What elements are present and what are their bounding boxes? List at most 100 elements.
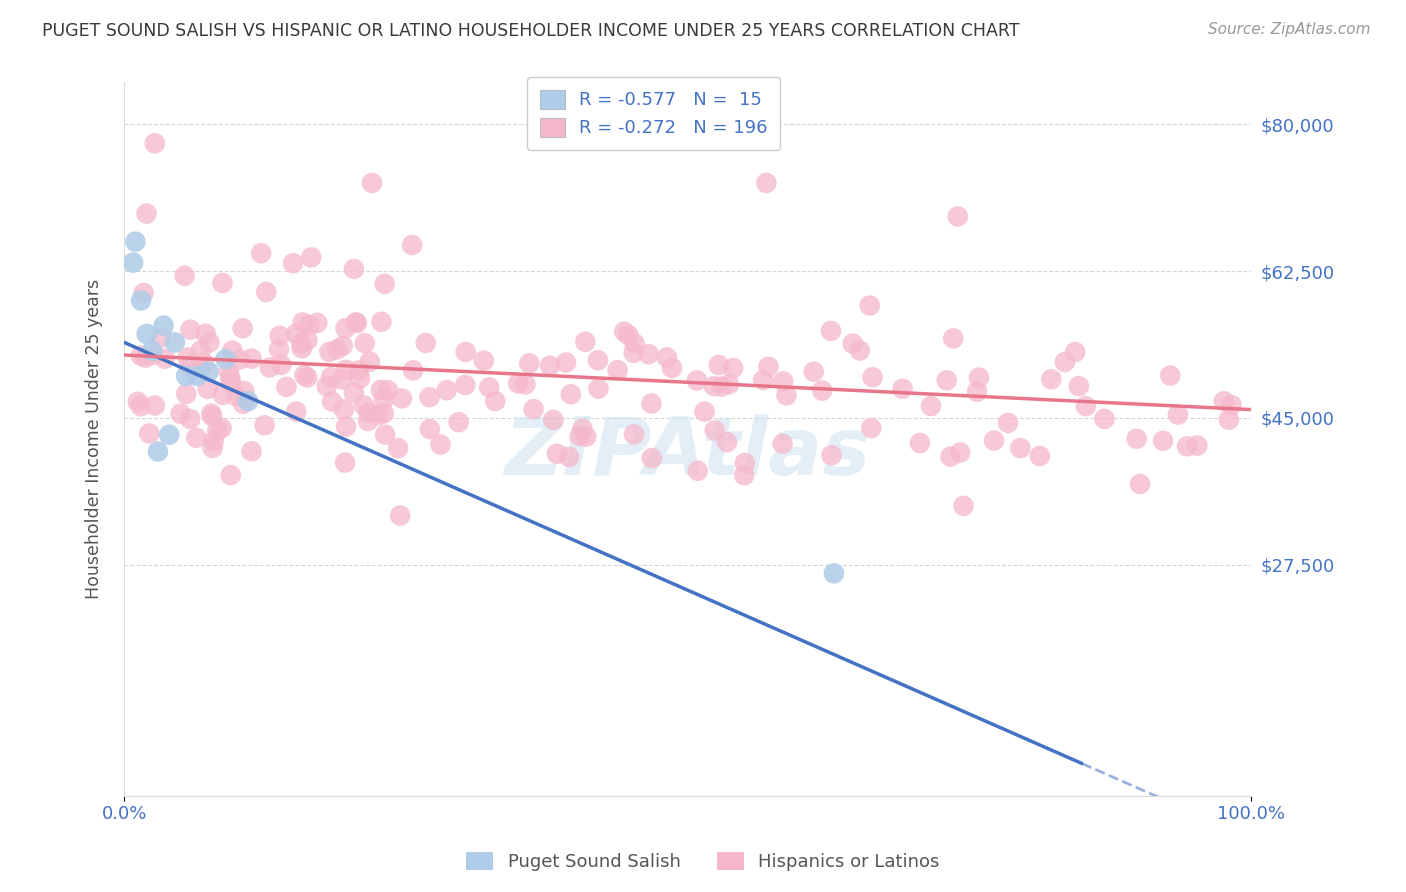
Point (344, 315, 367, 329)
Point (157, 427, 180, 442)
Point (508, 376, 530, 391)
Point (703, 379, 725, 393)
Point (811, 384, 834, 398)
Text: Source: ZipAtlas.com: Source: ZipAtlas.com (1208, 22, 1371, 37)
Point (186, 369, 208, 384)
Point (586, 353, 609, 368)
Point (429, 437, 451, 451)
Point (124, 235, 146, 249)
Point (693, 404, 716, 418)
Point (402, 363, 425, 377)
Point (169, 407, 191, 421)
Point (138, 426, 160, 441)
Point (637, 347, 659, 361)
Point (299, 251, 322, 265)
Point (343, 385, 366, 400)
Point (343, 261, 366, 276)
Point (254, 285, 277, 299)
Point (1187, 439, 1209, 453)
Point (859, 299, 882, 313)
Point (703, 424, 725, 438)
Point (1218, 413, 1240, 427)
Point (418, 390, 440, 404)
Point (942, 331, 965, 345)
Point (298, 318, 321, 332)
Point (1159, 368, 1181, 383)
Point (190, 361, 212, 376)
Point (221, 343, 243, 358)
Point (163, 335, 186, 350)
Point (758, 359, 780, 374)
Point (129, 399, 152, 413)
Point (297, 370, 319, 384)
Point (135, 326, 157, 341)
Point (211, 276, 233, 290)
Point (1152, 434, 1174, 448)
Point (1175, 439, 1198, 453)
Point (558, 450, 581, 464)
Point (333, 456, 356, 470)
Point (132, 285, 155, 300)
Point (250, 246, 273, 260)
Point (228, 352, 250, 367)
Point (716, 435, 738, 450)
Point (347, 363, 370, 377)
Point (1053, 355, 1076, 369)
Point (218, 364, 240, 378)
Point (201, 441, 224, 455)
Point (211, 421, 233, 435)
Point (332, 339, 354, 353)
Point (129, 349, 152, 363)
Point (772, 375, 794, 389)
Point (285, 404, 308, 418)
Point (374, 427, 396, 442)
Point (952, 499, 974, 513)
Point (233, 384, 256, 398)
Point (623, 336, 645, 351)
Y-axis label: Householder Income Under 25 years: Householder Income Under 25 years (86, 279, 103, 599)
Point (546, 447, 568, 461)
Point (617, 328, 640, 343)
Point (949, 445, 972, 459)
Point (370, 315, 392, 329)
Point (478, 380, 501, 394)
Point (143, 136, 166, 151)
Point (297, 333, 319, 347)
Point (176, 351, 198, 365)
Point (849, 343, 872, 358)
Point (141, 343, 163, 358)
Point (225, 389, 247, 403)
Point (515, 377, 537, 392)
Point (967, 370, 990, 384)
Point (387, 441, 409, 455)
Point (623, 427, 645, 442)
Point (214, 352, 236, 367)
Point (285, 326, 308, 341)
Point (335, 363, 357, 377)
Legend: Puget Sound Salish, Hispanics or Latinos: Puget Sound Salish, Hispanics or Latinos (460, 845, 946, 879)
Point (1064, 345, 1087, 359)
Point (143, 399, 166, 413)
Point (373, 392, 395, 407)
Point (281, 256, 304, 270)
Point (259, 360, 281, 375)
Point (415, 335, 437, 350)
Point (357, 414, 380, 428)
Point (472, 353, 495, 368)
Point (641, 451, 664, 466)
Point (1029, 449, 1052, 463)
Text: PUGET SOUND SALISH VS HISPANIC OR LATINO HOUSEHOLDER INCOME UNDER 25 YEARS CORRE: PUGET SOUND SALISH VS HISPANIC OR LATINO… (42, 22, 1019, 40)
Point (353, 399, 375, 413)
Point (232, 397, 254, 411)
Point (419, 422, 441, 436)
Point (173, 268, 195, 283)
Point (127, 395, 149, 409)
Point (219, 370, 242, 384)
Point (219, 468, 242, 483)
Point (333, 402, 356, 417)
Point (1212, 394, 1234, 409)
Point (357, 406, 380, 420)
Point (588, 382, 610, 396)
Point (983, 434, 1005, 448)
Point (966, 384, 988, 399)
